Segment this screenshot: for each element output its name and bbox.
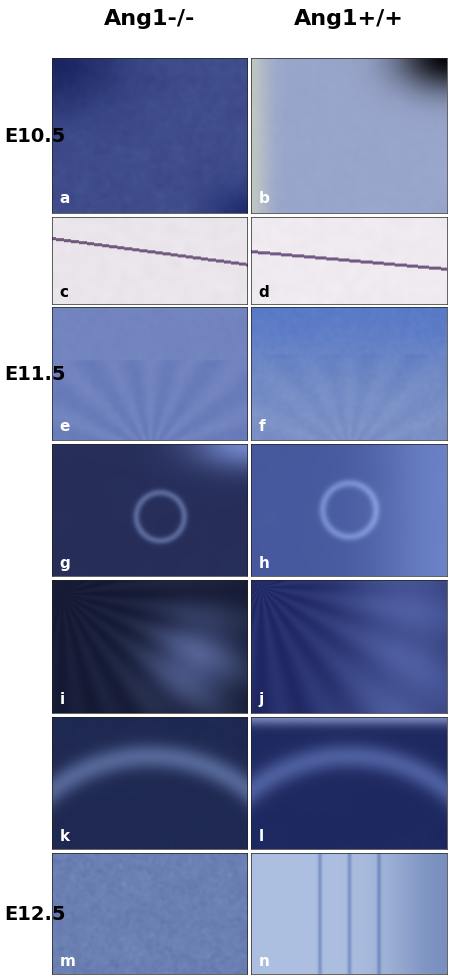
Text: l: l: [259, 828, 264, 843]
Text: Ang1+/+: Ang1+/+: [294, 9, 404, 28]
Text: e: e: [59, 419, 70, 434]
Text: m: m: [59, 953, 75, 968]
Text: Ang1-/-: Ang1-/-: [104, 9, 195, 28]
Text: h: h: [259, 555, 270, 571]
Text: a: a: [59, 191, 70, 206]
Text: E11.5: E11.5: [4, 364, 66, 384]
Text: E12.5: E12.5: [4, 904, 66, 923]
Text: c: c: [59, 285, 68, 300]
Text: n: n: [259, 953, 270, 968]
Text: b: b: [259, 191, 270, 206]
Text: g: g: [59, 555, 70, 571]
Text: d: d: [259, 285, 269, 300]
Text: E10.5: E10.5: [4, 127, 66, 146]
Text: f: f: [259, 419, 265, 434]
Text: j: j: [259, 692, 264, 706]
Text: k: k: [59, 828, 70, 843]
Text: i: i: [59, 692, 65, 706]
